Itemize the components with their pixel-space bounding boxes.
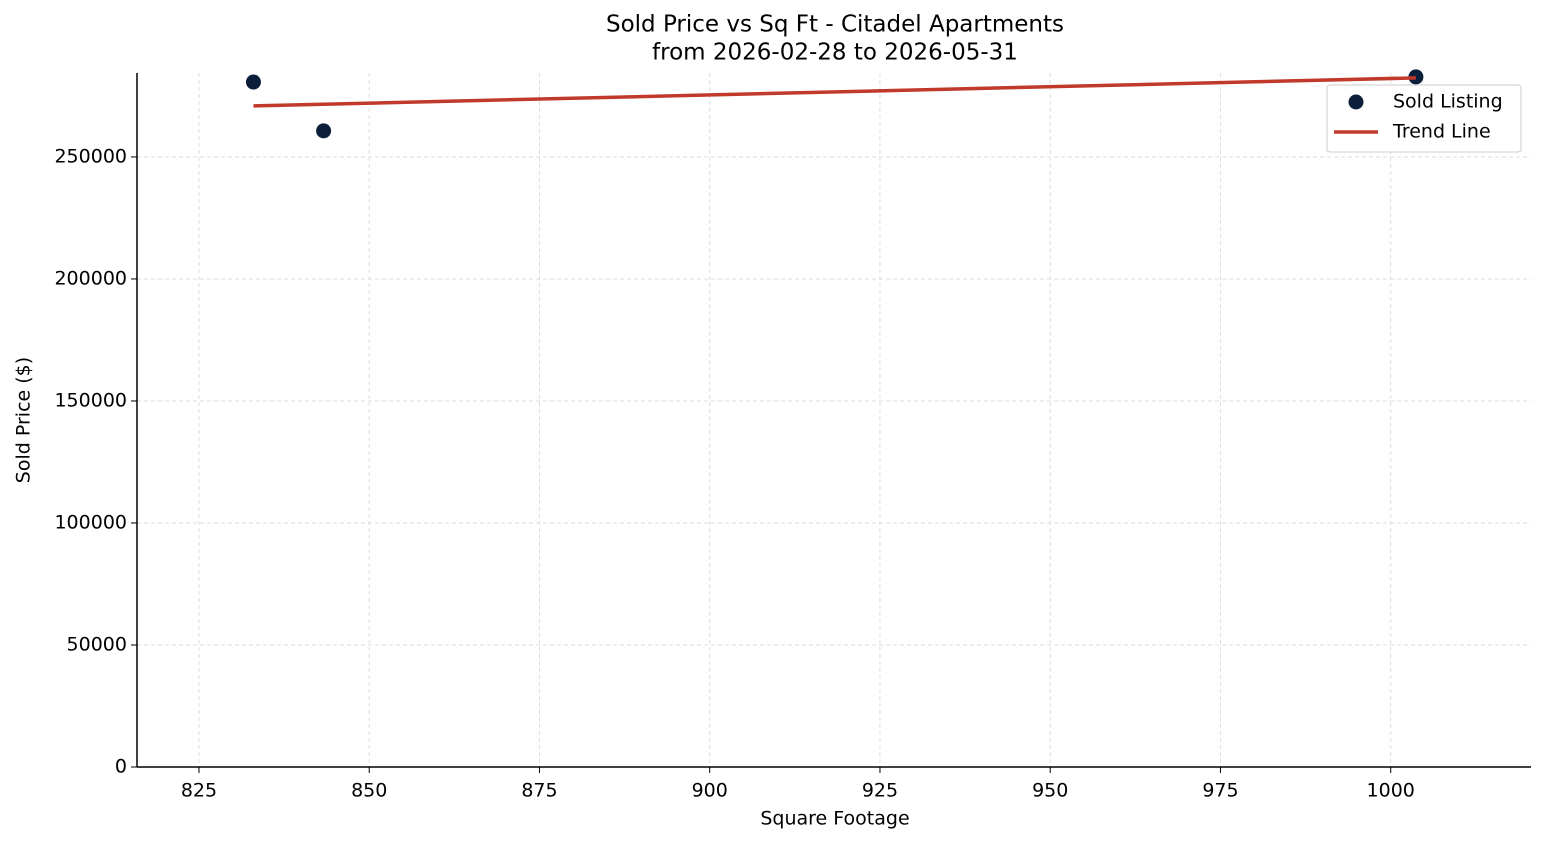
legend-box [1326, 84, 1522, 153]
chart-title: Sold Price vs Sq Ft - Citadel Apartments [606, 12, 1064, 38]
y-tick-label: 100000 [54, 511, 127, 533]
x-tick-label: 975 [1202, 780, 1238, 802]
x-axis-label: Square Footage [760, 808, 909, 830]
y-tick-label: 0 [115, 756, 127, 778]
chart-subtitle: from 2026-02-28 to 2026-05-31 [652, 40, 1018, 66]
legend-marker [1348, 94, 1364, 110]
x-tick-label: 925 [862, 780, 898, 802]
y-tick-label: 250000 [54, 145, 127, 167]
x-tick-label: 825 [181, 780, 217, 802]
x-tick-label: 900 [692, 780, 728, 802]
legend-label: Sold Listing [1393, 91, 1503, 113]
legend-label: Trend Line [1392, 121, 1491, 143]
x-tick-label: 950 [1032, 780, 1068, 802]
y-tick-label: 50000 [67, 633, 127, 655]
y-tick-label: 200000 [54, 267, 127, 289]
trend-line [253, 76, 1416, 108]
y-tick-label: 150000 [54, 389, 127, 411]
point [245, 74, 261, 90]
point [1408, 69, 1424, 85]
x-tick-label: 850 [351, 780, 387, 802]
point [316, 123, 332, 139]
x-tick-label: 1000 [1367, 780, 1415, 802]
y-axis-label: Sold Price ($) [13, 357, 35, 483]
x-tick-label: 875 [521, 780, 557, 802]
